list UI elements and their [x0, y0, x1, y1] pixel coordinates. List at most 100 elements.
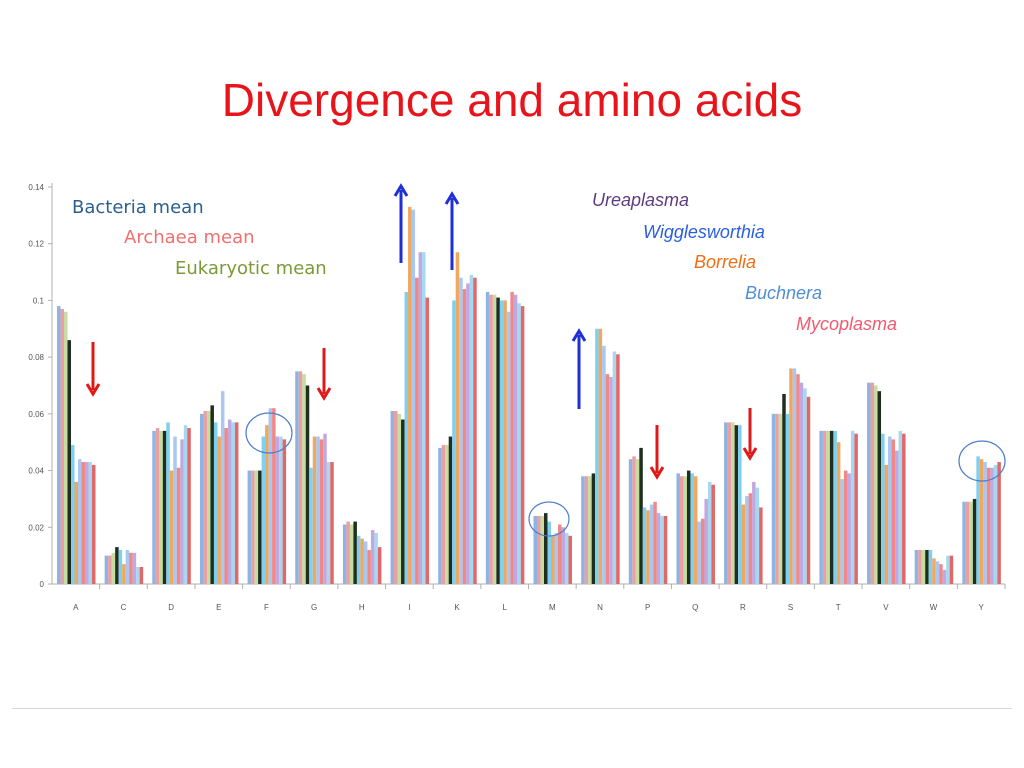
bar-N-4 [595, 328, 599, 584]
bar-L-0 [485, 291, 490, 584]
up-arrow-N-head [571, 328, 587, 342]
highlight-circle-M [528, 501, 570, 537]
y-tick-label: 0.04 [28, 467, 44, 476]
bar-W-9 [946, 555, 950, 584]
legend-wigglesworthia: Wigglesworthia [643, 222, 765, 242]
down-arrow-G-head [316, 387, 332, 401]
footer-divider [12, 708, 1012, 709]
bar-V-8 [895, 450, 899, 584]
bar-A-2 [64, 311, 68, 584]
legend: Bacteria mean Archaea mean Eukaryotic mean… [72, 190, 897, 334]
highlight-circle-F [245, 412, 293, 454]
x-tick-label: A [73, 603, 79, 612]
bar-T-4 [833, 430, 837, 584]
bar-H-0 [342, 524, 347, 584]
bar-W-1 [918, 549, 922, 584]
bar-W-2 [921, 549, 926, 584]
bar-G-8 [323, 433, 327, 584]
legend-buchnera: Buchnera [745, 283, 822, 303]
bar-Q-10 [711, 484, 715, 584]
bar-S-9 [803, 388, 807, 584]
bar-Y-9 [993, 464, 998, 584]
bar-T-8 [847, 473, 851, 584]
x-tick-label: F [264, 603, 269, 612]
bar-I-1 [394, 411, 398, 584]
bar-F-0 [247, 470, 252, 584]
bar-S-1 [775, 413, 779, 584]
bar-E-8 [227, 419, 232, 584]
bar-F-5 [265, 425, 269, 584]
up-arrow-I-head [393, 183, 409, 197]
bar-A-10 [92, 464, 96, 584]
bar-Y-3 [972, 498, 977, 584]
bar-L-6 [506, 311, 511, 584]
bar-S-2 [778, 413, 783, 584]
bar-E-3 [210, 405, 214, 584]
bar-F-8 [275, 436, 280, 584]
bar-Q-4 [690, 473, 694, 584]
y-tick-label: 0.06 [28, 410, 44, 419]
bar-W-0 [914, 549, 919, 584]
bar-D-6 [173, 436, 177, 584]
bar-H-6 [363, 541, 368, 584]
bar-C-7 [129, 552, 133, 584]
x-tick-label: K [454, 603, 460, 612]
bar-D-5 [169, 470, 174, 584]
bar-H-7 [367, 549, 371, 584]
bar-R-1 [727, 422, 732, 584]
bar-D-9 [183, 425, 188, 584]
bar-C-0 [104, 555, 109, 584]
bar-Q-5 [693, 476, 698, 584]
bar-N-6 [602, 345, 606, 584]
bar-H-4 [356, 535, 361, 584]
bar-G-10 [330, 462, 334, 584]
bar-R-7 [748, 493, 753, 584]
bar-T-2 [826, 430, 830, 584]
bar-H-9 [374, 532, 378, 584]
bar-C-4 [118, 549, 123, 584]
x-tick-label: Q [692, 603, 698, 612]
bar-K-9 [469, 274, 474, 584]
legend-eukaryotic-mean: Eukaryotic mean [175, 258, 327, 279]
legend-borrelia: Borrelia [694, 252, 756, 272]
bar-V-0 [867, 382, 871, 584]
bar-D-4 [166, 422, 170, 584]
bar-L-8 [513, 294, 518, 584]
bar-M-8 [561, 527, 565, 584]
x-tick-label: R [740, 603, 746, 612]
highlight-circle-Y [958, 440, 1006, 482]
up-arrow-K-head [444, 191, 460, 205]
bar-E-7 [224, 428, 228, 584]
bar-Y-2 [969, 501, 973, 584]
bar-Y-6 [983, 462, 987, 584]
x-tick-label: H [359, 603, 365, 612]
bar-Y-8 [990, 467, 994, 584]
bar-E-4 [213, 422, 218, 584]
bar-P-0 [628, 459, 633, 584]
bar-T-9 [850, 430, 855, 584]
bars-group [57, 206, 1001, 584]
bar-I-0 [390, 411, 395, 584]
bar-I-8 [418, 252, 423, 584]
x-tick-label: P [645, 603, 650, 612]
bar-L-9 [517, 303, 521, 584]
bar-Q-8 [704, 498, 708, 584]
bar-V-6 [888, 436, 892, 584]
bar-A-0 [57, 306, 61, 584]
bar-H-1 [346, 521, 350, 584]
bar-S-7 [796, 374, 800, 584]
bar-V-9 [898, 430, 903, 584]
bar-M-9 [565, 532, 569, 584]
bar-D-3 [162, 430, 167, 584]
bar-L-1 [489, 294, 493, 584]
bar-S-0 [771, 413, 776, 584]
bar-M-0 [533, 515, 537, 584]
bar-E-9 [231, 422, 235, 584]
bar-K-1 [441, 445, 446, 584]
bar-C-2 [111, 552, 116, 584]
bar-M-7 [558, 524, 562, 584]
bar-G-5 [312, 436, 317, 584]
y-tick-label: 0.08 [28, 353, 44, 362]
bar-F-10 [282, 439, 287, 584]
bar-D-0 [152, 430, 156, 584]
